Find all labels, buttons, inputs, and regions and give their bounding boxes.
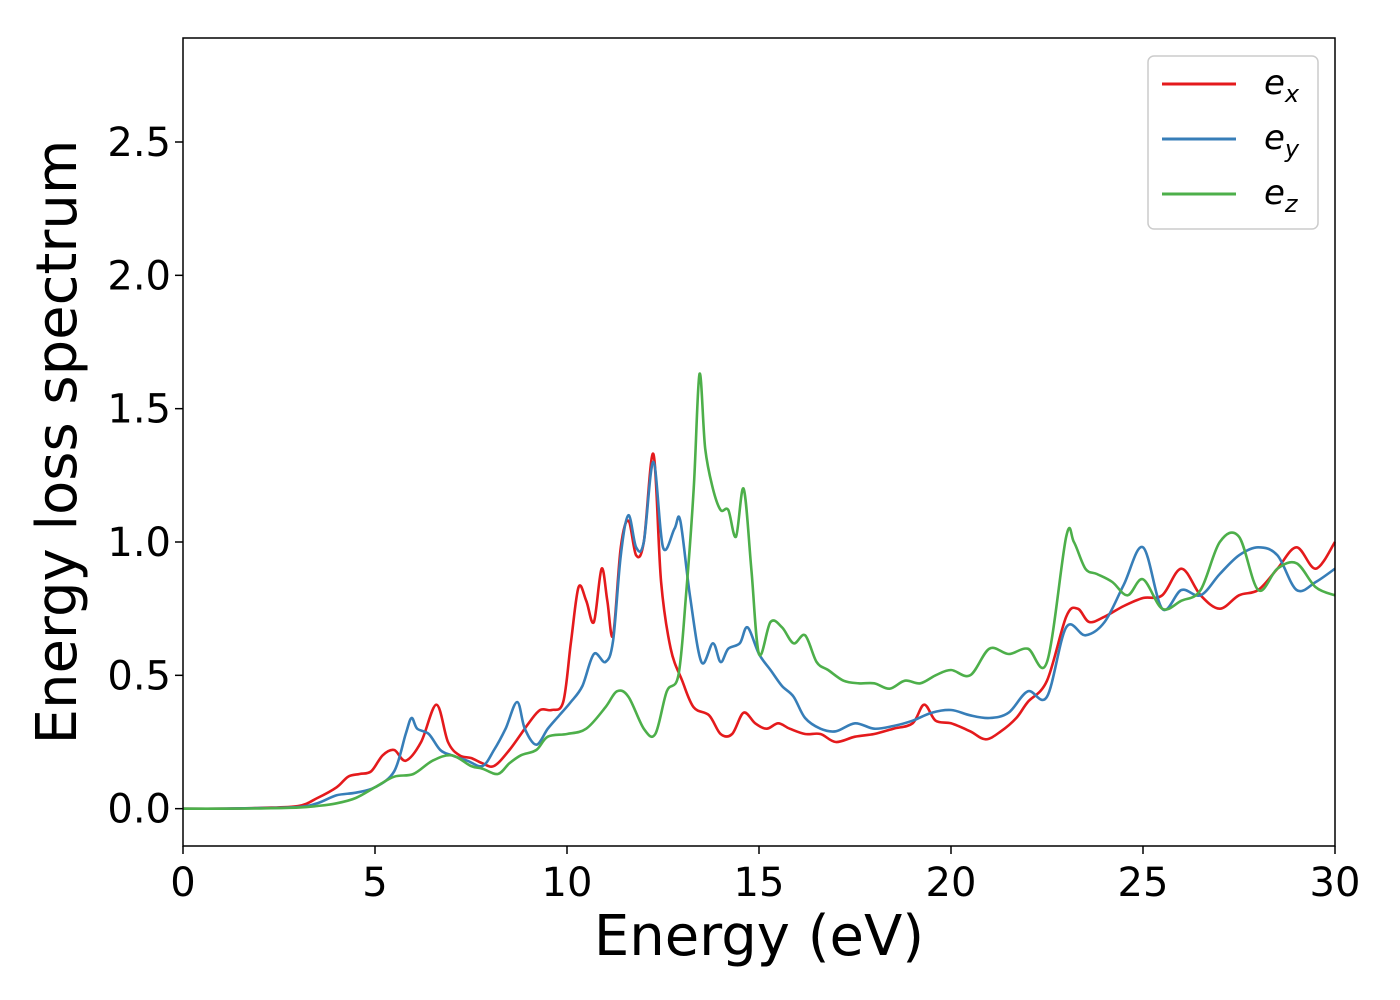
y-tick-label: 2.0 (107, 253, 171, 299)
legend-label-subscript: x (1284, 80, 1300, 108)
x-tick-label: 15 (734, 860, 785, 906)
legend-label-base: e (1264, 63, 1285, 103)
series-line-ey (182, 460, 1336, 811)
x-tick-label: 5 (362, 860, 387, 906)
x-tick-label: 20 (926, 860, 977, 906)
legend-label-ex: ex (1264, 63, 1300, 108)
y-tick-label: 1.0 (107, 520, 171, 566)
x-tick-label: 0 (170, 860, 195, 906)
y-tick-label: 0.5 (107, 653, 171, 699)
x-tick-label: 25 (1118, 860, 1169, 906)
legend-label-ey: ey (1264, 118, 1300, 163)
legend-label-base: e (1264, 118, 1285, 158)
x-tick-label: 10 (542, 860, 593, 906)
y-tick-label: 2.5 (107, 120, 171, 166)
x-axis-title: Energy (eV) (594, 904, 924, 969)
legend-label-ez: ez (1264, 173, 1299, 218)
y-tick-label: 1.5 (107, 387, 171, 433)
legend-label-subscript: y (1284, 135, 1300, 163)
x-tick-label: 30 (1310, 860, 1361, 906)
legend-label-subscript: z (1284, 190, 1299, 218)
series-line-ex (182, 452, 1337, 811)
y-axis-title: Energy loss spectrum (25, 140, 90, 745)
legend-box (1147, 55, 1319, 230)
series-layer (182, 372, 1337, 811)
legend-label-base: e (1264, 173, 1285, 213)
y-tick-label: 0.0 (107, 787, 171, 833)
x-axis-ticks: 0 5 10 15 20 25 30 (170, 846, 1360, 906)
y-axis-ticks: 0.0 0.5 1.0 1.5 2.0 2.5 (107, 120, 183, 833)
series-line-ez (183, 372, 1336, 811)
